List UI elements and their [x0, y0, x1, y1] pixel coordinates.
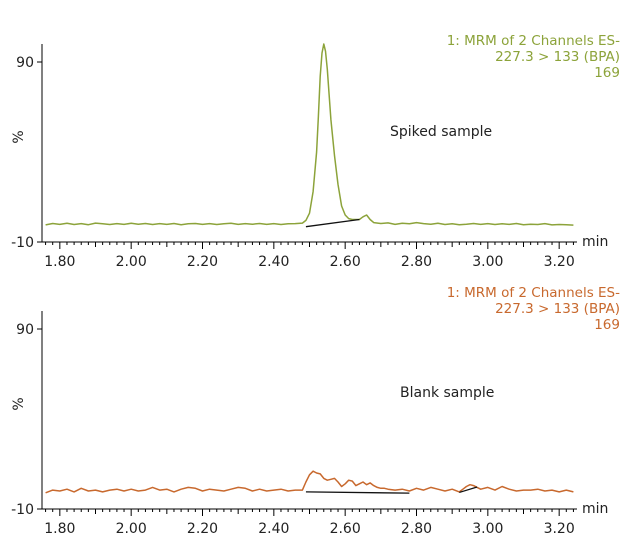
x-tick-label: 3.20 [544, 254, 575, 270]
x-tick-label: 2.40 [258, 254, 289, 270]
y-tick-label: -10 [11, 235, 34, 251]
x-tick-label: 1.80 [44, 254, 75, 270]
x-tick-label: 1.80 [44, 521, 75, 536]
chromatogram-trace [45, 43, 574, 226]
blank-sample-annotation: Blank sample [400, 385, 494, 401]
info-line-2: 227.3 > 133 (BPA) [495, 301, 620, 317]
y-tick-label: -10 [11, 502, 34, 518]
y-axis-label: % [11, 397, 27, 410]
y-tick-label: 90 [16, 322, 34, 338]
integration-baseline [305, 491, 410, 494]
x-tick-label: 2.20 [187, 254, 218, 270]
chromatogram-trace [45, 470, 574, 494]
info-line-3: 169 [594, 65, 620, 81]
x-tick-label: 2.20 [187, 521, 218, 536]
x-tick-label: 3.00 [472, 254, 503, 270]
x-tick-label: 3.00 [472, 521, 503, 536]
info-line-1: 1: MRM of 2 Channels ES- [447, 33, 620, 49]
x-tick-label: 2.80 [401, 521, 432, 536]
x-tick-label: 2.40 [258, 521, 289, 536]
spiked-sample-panel: 1: MRM of 2 Channels ES- 227.3 > 133 (BP… [11, 33, 620, 270]
x-unit-label: min [582, 501, 608, 517]
blank-sample-panel: 1: MRM of 2 Channels ES- 227.3 > 133 (BP… [11, 285, 620, 536]
x-unit-label: min [582, 234, 608, 250]
x-tick-label: 2.80 [401, 254, 432, 270]
x-tick-label: 2.60 [330, 254, 361, 270]
x-tick-label: 3.20 [544, 521, 575, 536]
y-axis-label: % [11, 130, 27, 143]
integration-baseline [305, 218, 360, 228]
x-tick-label: 2.60 [330, 521, 361, 536]
x-tick-label: 2.00 [116, 254, 147, 270]
info-line-3: 169 [594, 317, 620, 333]
spiked-sample-annotation: Spiked sample [390, 124, 492, 140]
y-tick-label: 90 [16, 55, 34, 71]
x-tick-label: 2.00 [116, 521, 147, 536]
info-line-2: 227.3 > 133 (BPA) [495, 49, 620, 65]
info-line-1: 1: MRM of 2 Channels ES- [447, 285, 620, 301]
integration-baseline [459, 486, 478, 494]
